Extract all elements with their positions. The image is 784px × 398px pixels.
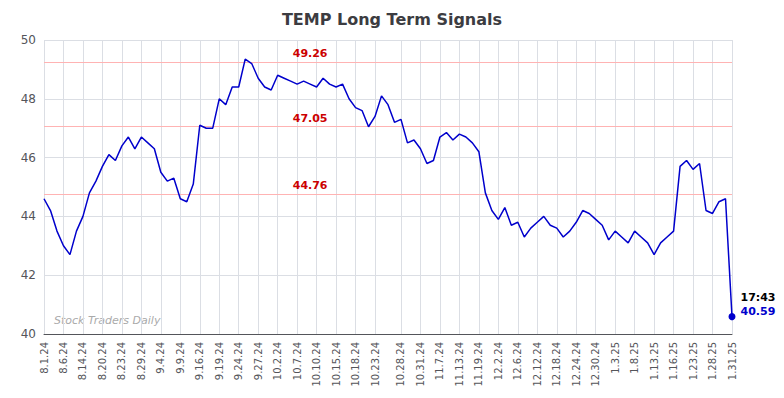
svg-text:9.4.24: 9.4.24 [155,342,166,374]
svg-text:10.7.24: 10.7.24 [292,342,303,380]
svg-text:48: 48 [21,92,36,106]
svg-text:11.13.24: 11.13.24 [454,342,465,387]
svg-text:1.3.25: 1.3.25 [610,342,621,374]
svg-text:1.16.25: 1.16.25 [668,342,679,380]
svg-text:8.23.24: 8.23.24 [116,342,127,380]
svg-text:42: 42 [21,268,36,282]
svg-text:12.6.24: 12.6.24 [512,342,523,380]
svg-text:47.05: 47.05 [293,112,328,125]
svg-text:12.2.24: 12.2.24 [493,342,504,380]
svg-text:8.20.24: 8.20.24 [97,342,108,380]
svg-text:9.16.24: 9.16.24 [194,342,205,380]
svg-text:8.6.24: 8.6.24 [58,342,69,374]
svg-text:12.30.24: 12.30.24 [590,342,601,387]
svg-text:12.24.24: 12.24.24 [571,342,582,387]
svg-text:46: 46 [21,151,36,165]
svg-text:1.13.25: 1.13.25 [649,342,660,380]
svg-text:1.31.25: 1.31.25 [727,342,738,380]
svg-text:50: 50 [21,33,36,47]
svg-text:49.26: 49.26 [293,47,328,60]
svg-text:TEMP Long Term Signals: TEMP Long Term Signals [282,10,502,29]
svg-text:10.28.24: 10.28.24 [395,342,406,387]
svg-text:12.12.24: 12.12.24 [532,342,543,387]
svg-text:44.76: 44.76 [293,179,328,192]
svg-text:8.1.24: 8.1.24 [39,342,50,374]
svg-text:8.14.24: 8.14.24 [77,342,88,380]
svg-text:8.29.24: 8.29.24 [136,342,147,380]
svg-text:10.2.24: 10.2.24 [272,342,283,380]
svg-text:9.24.24: 9.24.24 [233,342,244,380]
svg-text:40: 40 [21,327,36,341]
svg-text:9.19.24: 9.19.24 [214,342,225,380]
svg-text:10.18.24: 10.18.24 [350,342,361,387]
svg-text:12.18.24: 12.18.24 [551,342,562,387]
svg-text:11.7.24: 11.7.24 [434,342,445,380]
svg-text:40.59: 40.59 [741,305,776,318]
svg-text:44: 44 [21,209,36,223]
svg-text:10.10.24: 10.10.24 [311,342,322,387]
svg-text:1.23.25: 1.23.25 [688,342,699,380]
svg-text:10.23.24: 10.23.24 [370,342,381,387]
svg-text:10.31.24: 10.31.24 [415,342,426,387]
svg-text:11.19.24: 11.19.24 [473,342,484,387]
svg-text:9.9.24: 9.9.24 [175,342,186,374]
svg-text:9.27.24: 9.27.24 [253,342,264,380]
svg-text:Stock Traders Daily: Stock Traders Daily [54,314,161,327]
svg-text:1.8.25: 1.8.25 [629,342,640,374]
svg-text:17:43: 17:43 [741,291,776,304]
svg-text:10.15.24: 10.15.24 [331,342,342,387]
svg-text:1.28.25: 1.28.25 [707,342,718,380]
